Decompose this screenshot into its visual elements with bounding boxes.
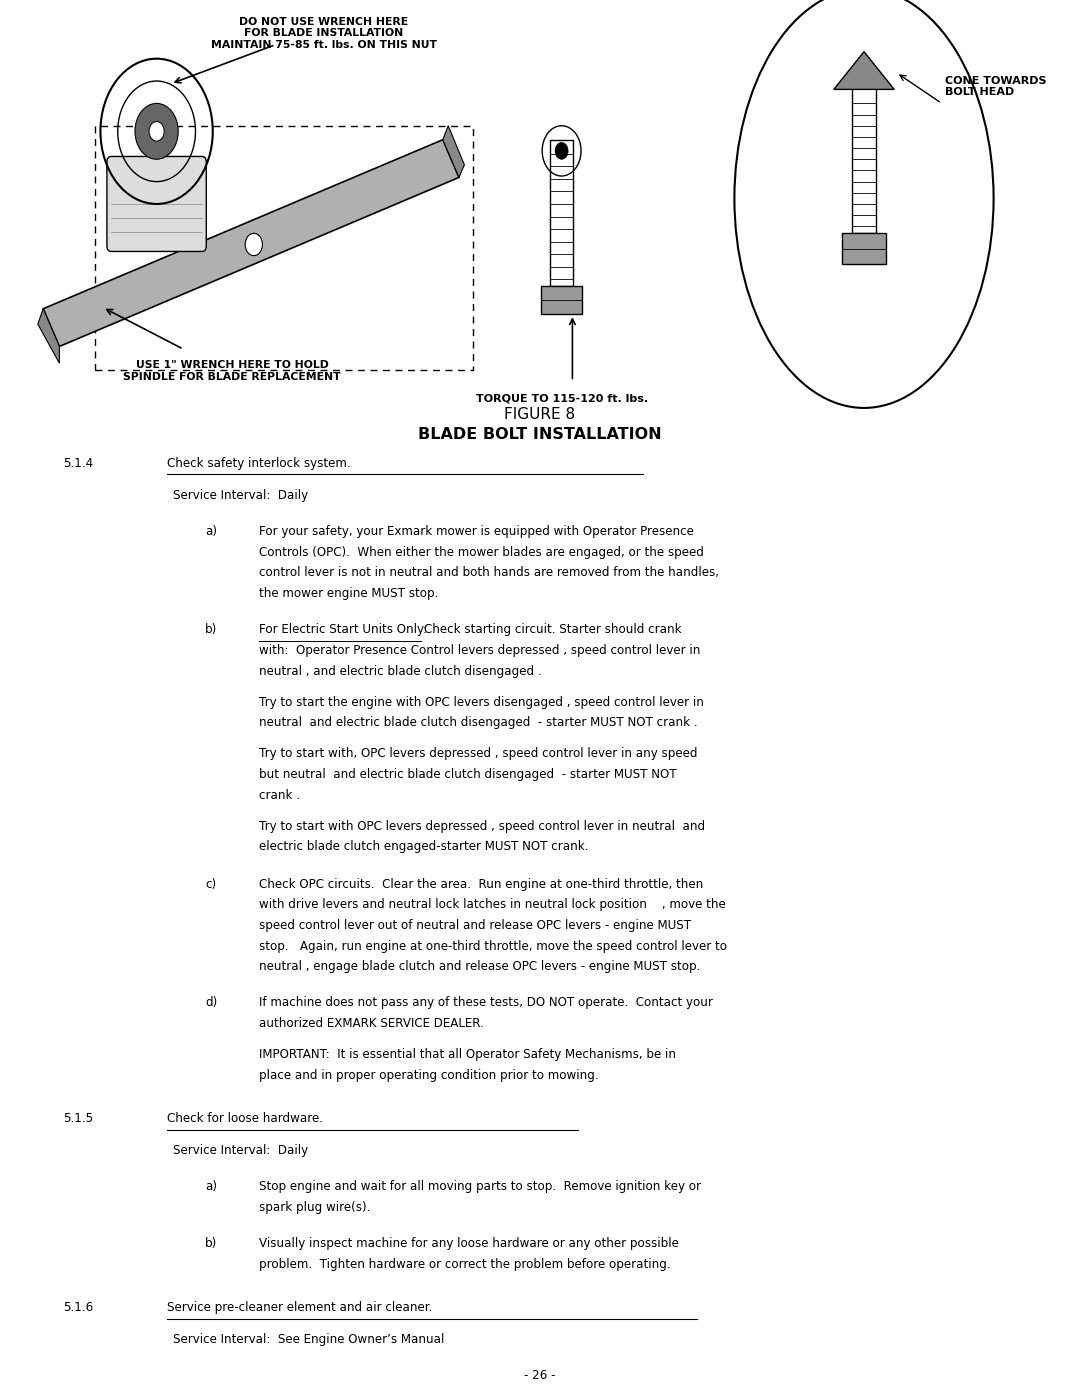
Text: CONE TOWARDS
BOLT HEAD: CONE TOWARDS BOLT HEAD [945, 75, 1047, 98]
Circle shape [149, 122, 164, 141]
Text: spark plug wire(s).: spark plug wire(s). [259, 1201, 370, 1214]
Text: a): a) [205, 525, 217, 538]
Circle shape [135, 103, 178, 159]
Text: USE 1" WRENCH HERE TO HOLD
SPINDLE FOR BLADE REPLACEMENT: USE 1" WRENCH HERE TO HOLD SPINDLE FOR B… [123, 360, 341, 381]
Text: place and in proper operating condition prior to mowing.: place and in proper operating condition … [259, 1069, 598, 1081]
Text: neutral  and electric blade clutch disengaged  - starter MUST NOT crank .: neutral and electric blade clutch diseng… [259, 717, 698, 729]
Bar [842, 233, 886, 264]
Text: If machine does not pass any of these tests, DO NOT operate.  Contact your: If machine does not pass any of these te… [259, 996, 713, 1010]
Text: Service Interval:  Daily: Service Interval: Daily [173, 489, 308, 502]
Text: TORQUE TO 115-120 ft. lbs.: TORQUE TO 115-120 ft. lbs. [475, 394, 648, 404]
Text: Check OPC circuits.  Clear the area.  Run engine at one-third throttle, then: Check OPC circuits. Clear the area. Run … [259, 877, 703, 890]
Text: Service Interval:  See Engine Owner’s Manual: Service Interval: See Engine Owner’s Man… [173, 1334, 444, 1347]
Polygon shape [443, 126, 464, 177]
Text: problem.  Tighten hardware or correct the problem before operating.: problem. Tighten hardware or correct the… [259, 1257, 671, 1271]
Text: FIGURE 8: FIGURE 8 [504, 407, 576, 422]
Circle shape [245, 233, 262, 256]
Text: Check starting circuit. Starter should crank: Check starting circuit. Starter should c… [423, 623, 681, 636]
Text: electric blade clutch engaged-starter MUST NOT crank.: electric blade clutch engaged-starter MU… [259, 841, 589, 854]
Text: For your safety, your Exmark mower is equipped with Operator Presence: For your safety, your Exmark mower is eq… [259, 525, 694, 538]
Bar [852, 87, 876, 233]
Text: 5.1.6: 5.1.6 [63, 1302, 93, 1315]
Polygon shape [834, 52, 894, 89]
Text: Visually inspect machine for any loose hardware or any other possible: Visually inspect machine for any loose h… [259, 1238, 679, 1250]
Text: control lever is not in neutral and both hands are removed from the handles,: control lever is not in neutral and both… [259, 566, 719, 580]
Text: Service pre-cleaner element and air cleaner.: Service pre-cleaner element and air clea… [167, 1302, 433, 1315]
Text: with drive levers and neutral lock latches in neutral lock position    , move th: with drive levers and neutral lock latch… [259, 898, 726, 911]
Text: Service Interval:  Daily: Service Interval: Daily [173, 1144, 308, 1157]
FancyBboxPatch shape [107, 156, 206, 251]
Text: Try to start with OPC levers depressed , speed control lever in neutral  and: Try to start with OPC levers depressed ,… [259, 820, 705, 833]
Text: b): b) [205, 623, 217, 636]
Text: neutral , and electric blade clutch disengaged .: neutral , and electric blade clutch dise… [259, 665, 542, 678]
Text: speed control lever out of neutral and release OPC levers - engine MUST: speed control lever out of neutral and r… [259, 919, 691, 932]
Text: BLADE BOLT INSTALLATION: BLADE BOLT INSTALLATION [418, 427, 662, 443]
Circle shape [555, 142, 568, 159]
Text: authorized EXMARK SERVICE DEALER.: authorized EXMARK SERVICE DEALER. [259, 1017, 484, 1030]
Text: DO NOT USE WRENCH HERE
FOR BLADE INSTALLATION
MAINTAIN 75-85 ft. lbs. ON THIS NU: DO NOT USE WRENCH HERE FOR BLADE INSTALL… [211, 17, 437, 50]
Text: - 26 -: - 26 - [524, 1369, 556, 1382]
Text: d): d) [205, 996, 217, 1010]
Text: stop.   Again, run engine at one-third throttle, move the speed control lever to: stop. Again, run engine at one-third thr… [259, 940, 727, 953]
Text: 5.1.4: 5.1.4 [63, 457, 93, 469]
Text: Try to start the engine with OPC levers disengaged , speed control lever in: Try to start the engine with OPC levers … [259, 696, 704, 708]
Text: IMPORTANT:  It is essential that all Operator Safety Mechanisms, be in: IMPORTANT: It is essential that all Oper… [259, 1048, 676, 1062]
Polygon shape [38, 309, 59, 363]
Text: a): a) [205, 1180, 217, 1193]
Bar [550, 140, 573, 286]
Text: neutral , engage blade clutch and release OPC levers - engine MUST stop.: neutral , engage blade clutch and releas… [259, 960, 701, 974]
Text: crank .: crank . [259, 789, 300, 802]
Text: 5.1.5: 5.1.5 [63, 1112, 93, 1125]
Text: with:  Operator Presence Control levers depressed , speed control lever in: with: Operator Presence Control levers d… [259, 644, 701, 657]
Text: Check safety interlock system.: Check safety interlock system. [167, 457, 351, 469]
Text: Controls (OPC).  When either the mower blades are engaged, or the speed: Controls (OPC). When either the mower bl… [259, 546, 704, 559]
Text: Check for loose hardware.: Check for loose hardware. [167, 1112, 323, 1125]
Text: but neutral  and electric blade clutch disengaged  - starter MUST NOT: but neutral and electric blade clutch di… [259, 768, 677, 781]
Bar [541, 286, 582, 314]
Text: c): c) [205, 877, 216, 890]
Text: Stop engine and wait for all moving parts to stop.  Remove ignition key or: Stop engine and wait for all moving part… [259, 1180, 701, 1193]
Text: b): b) [205, 1238, 217, 1250]
Polygon shape [43, 140, 459, 346]
Text: the mower engine MUST stop.: the mower engine MUST stop. [259, 587, 438, 601]
Bar [95, 126, 473, 370]
Text: Try to start with, OPC levers depressed , speed control lever in any speed: Try to start with, OPC levers depressed … [259, 747, 698, 760]
Text: For Electric Start Units Only:: For Electric Start Units Only: [259, 623, 438, 636]
